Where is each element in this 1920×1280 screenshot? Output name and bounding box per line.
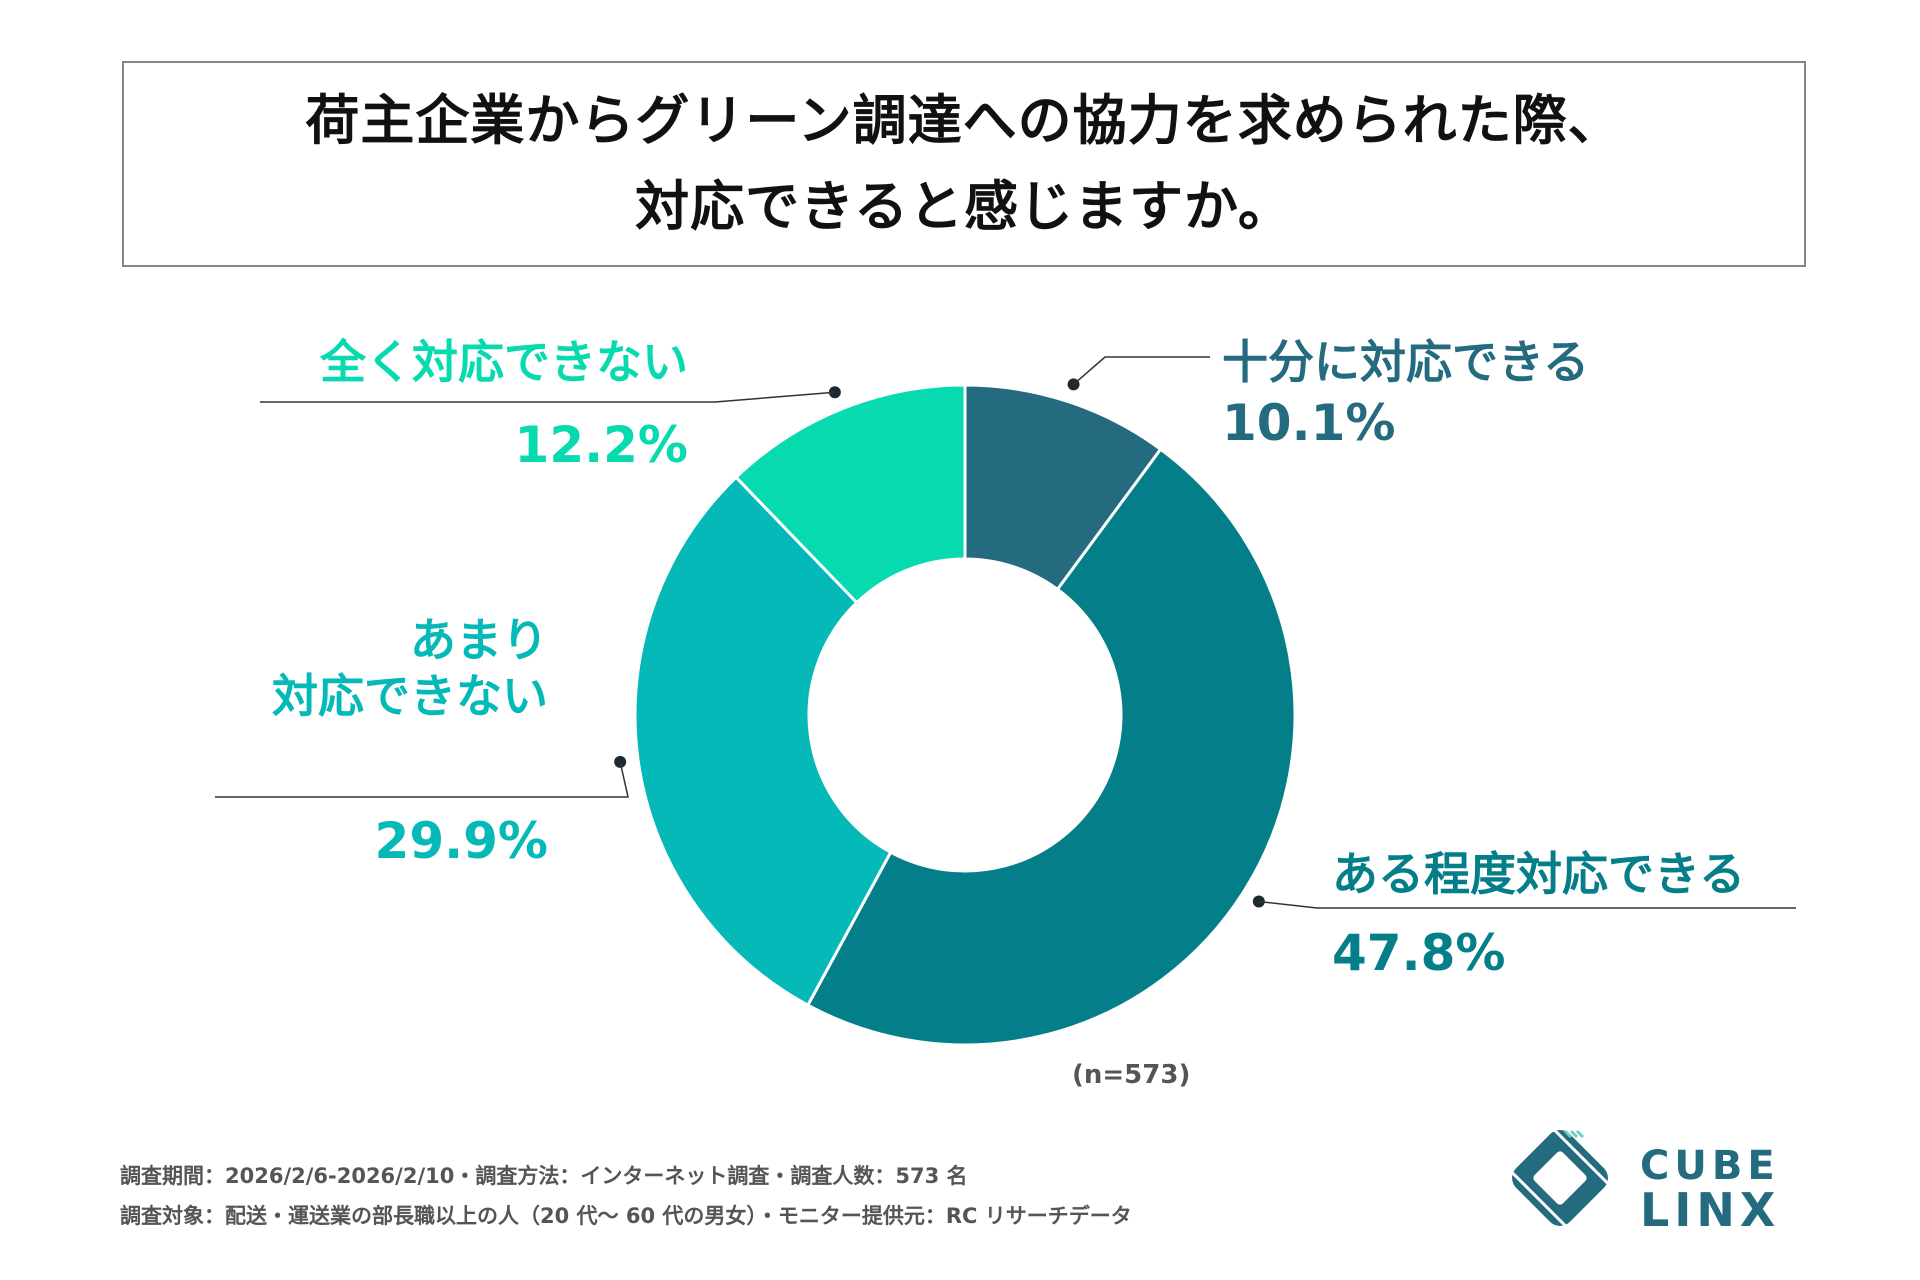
- survey-info-line-1: 調査期間：2026/2/6-2026/2/10・調査方法：インターネット調査・調…: [120, 1164, 968, 1188]
- sample-size-label: (n=573): [1072, 1060, 1191, 1090]
- leader-line-2: [1258, 900, 1796, 909]
- slice-value-3: 29.9%: [375, 812, 548, 870]
- donut-slice-2: [805, 447, 1297, 1047]
- chart-title-line-2: 対応できると感じますか。: [635, 175, 1293, 238]
- leader-line-1: [1073, 356, 1210, 385]
- logo-text-cube: CUBE: [1640, 1143, 1780, 1189]
- survey-info-line-2: 調査対象：配送・運送業の部長職以上の人（20 代〜 60 代の男女）・モニター提…: [120, 1204, 1132, 1228]
- slice-label-2: ある程度対応できる: [1332, 847, 1745, 901]
- title-box: 荷主企業からグリーン調達への協力を求められた際、 対応できると感じますか。: [122, 61, 1806, 267]
- chart-title-line-1: 荷主企業からグリーン調達への協力を求められた際、: [305, 89, 1623, 152]
- slice-label-3-line-2: 対応できない: [272, 669, 548, 723]
- slice-value-4: 12.2%: [515, 416, 688, 474]
- donut-slice-4: [733, 383, 967, 605]
- slice-value-1: 10.1%: [1222, 394, 1395, 452]
- slice-label-4: 全く対応できない: [319, 335, 688, 389]
- cube-linx-logo-icon: [1510, 1128, 1610, 1228]
- leader-line-4: [260, 391, 835, 403]
- donut-slice-3: [633, 475, 893, 1008]
- slice-value-2: 47.8%: [1332, 924, 1505, 982]
- slice-label-3-line-1: あまり: [410, 613, 548, 667]
- logo-text-linx: LINX: [1640, 1183, 1781, 1237]
- leader-line-3: [215, 761, 629, 798]
- slice-label-1: 十分に対応できる: [1222, 335, 1589, 389]
